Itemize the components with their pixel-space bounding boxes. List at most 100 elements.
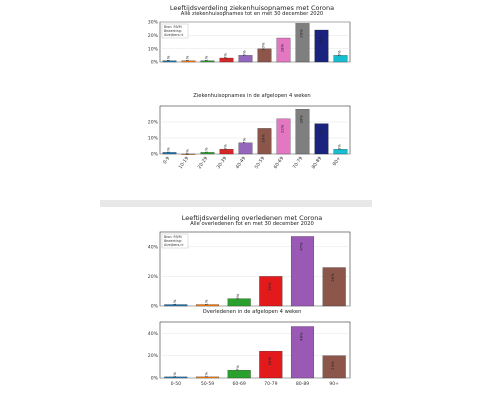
bar-value-label: 1% xyxy=(204,371,209,377)
bar-value-label: 24% xyxy=(318,35,323,44)
x-tick-label: 0-50 xyxy=(171,381,182,387)
y-tick-label: 0% xyxy=(151,376,159,382)
bar-10-19 xyxy=(181,153,196,155)
y-tick-label: 30% xyxy=(148,20,159,26)
bar-value-label: 28% xyxy=(299,115,304,124)
bar-70-79 xyxy=(295,23,310,63)
source-line: Alzeijbers.nl xyxy=(164,33,183,37)
bar-70-79 xyxy=(259,276,283,307)
x-tick-label: 90+ xyxy=(332,156,343,168)
panel-subtitle: Alle overledenen tot en met 30 december … xyxy=(190,221,314,227)
x-tick-label: 10-19 xyxy=(178,156,191,170)
x-tick-label: 80-89 xyxy=(296,381,309,387)
bar-value-label: 3% xyxy=(223,144,228,150)
bar-value-label: 1% xyxy=(172,299,177,305)
hospital-admissions-chart: Alle ziekenhuisopnames tot en met 30 dec… xyxy=(148,11,351,170)
bar-value-label: 26% xyxy=(330,273,335,282)
figure-title: Leeftijdsverdeling ziekenhuisopnames met… xyxy=(169,4,335,12)
bar-value-label: 29% xyxy=(299,29,304,38)
x-tick-label: 90+ xyxy=(329,381,339,387)
bar-20-29 xyxy=(200,152,215,155)
bar-value-label: 3% xyxy=(337,144,342,150)
x-tick-label: 60-69 xyxy=(273,156,286,170)
x-tick-label: 50-59 xyxy=(201,381,214,387)
x-tick-label: 60-69 xyxy=(232,381,245,387)
bar-value-label: 7% xyxy=(242,137,247,143)
bar-30-39 xyxy=(219,57,234,63)
x-tick-label: 0-9 xyxy=(162,156,171,166)
x-tick-label: 80-89 xyxy=(311,156,324,170)
bar-value-label: 1% xyxy=(185,55,190,61)
bar-0-9 xyxy=(162,152,177,155)
bar-50-59 xyxy=(195,304,220,307)
y-tick-label: 0% xyxy=(151,304,159,310)
panel-subtitle: Alle ziekenhuisopnames tot en met 30 dec… xyxy=(181,11,323,17)
bar-80-89 xyxy=(314,123,329,155)
x-tick-label: 30-39 xyxy=(216,156,229,170)
bar-value-label: 16% xyxy=(261,134,266,143)
bar-value-label: 1% xyxy=(166,55,171,61)
bar-80-89 xyxy=(290,326,315,379)
y-tick-label: 10% xyxy=(148,136,159,142)
source-line: Bewerking: xyxy=(164,239,182,243)
bar-40-49 xyxy=(238,55,253,63)
bar-60-69 xyxy=(276,118,291,155)
bar-value-label: 1% xyxy=(166,147,171,153)
separator-bar xyxy=(100,200,372,207)
x-tick-label: 50-59 xyxy=(254,156,267,170)
plot-frame xyxy=(159,321,351,379)
y-tick-label: 20% xyxy=(148,353,159,359)
bar-90+ xyxy=(322,267,346,307)
hospital-admissions-figure: Leeftijdsverdeling ziekenhuisopnames met… xyxy=(134,0,370,188)
bar-10-19 xyxy=(181,60,196,63)
bar-value-label: 5% xyxy=(337,50,342,56)
bar-value-label: 22% xyxy=(280,124,285,133)
y-tick-label: 40% xyxy=(148,331,159,337)
x-tick-label: 20-29 xyxy=(197,156,210,170)
y-tick-label: 0% xyxy=(151,60,159,66)
bar-60-69 xyxy=(227,298,251,307)
bar-value-label: 1% xyxy=(172,371,177,377)
bar-30-39 xyxy=(219,149,234,155)
y-tick-label: 40% xyxy=(148,244,159,250)
y-tick-label: 20% xyxy=(148,274,159,280)
bar-value-label: 47% xyxy=(299,242,304,251)
bar-value-label: 0% xyxy=(185,149,190,155)
bar-value-label: 1% xyxy=(204,299,209,305)
bar-value-label: 5% xyxy=(242,50,247,56)
x-tick-label: 40-49 xyxy=(235,156,248,170)
panel-subtitle: Overledenen in de afgelopen 4 weken xyxy=(203,309,302,315)
bar-40-49 xyxy=(238,142,253,155)
bar-70-79 xyxy=(295,109,310,155)
bar-value-label: 20% xyxy=(267,282,272,291)
bar-0-50 xyxy=(164,304,188,307)
plot-frame xyxy=(159,231,351,307)
bar-50-59 xyxy=(257,128,272,155)
bar-90+ xyxy=(322,355,346,379)
panel-subtitle: Ziekenhuisopnames in de afgelopen 4 weke… xyxy=(193,93,310,99)
x-tick-label: 70-79 xyxy=(292,156,305,170)
bar-value-label: 19% xyxy=(318,129,323,138)
source-line: Bron: RIVM xyxy=(164,235,182,239)
source-line: Alzeijbers.nl xyxy=(164,243,183,247)
bar-value-label: 46% xyxy=(299,332,304,341)
bar-value-label: 20% xyxy=(330,361,335,370)
bar-value-label: 5% xyxy=(235,293,240,299)
y-tick-label: 20% xyxy=(148,33,159,39)
figure-title: Leeftijdsverdeling overledenen met Coron… xyxy=(181,214,323,222)
y-tick-label: 0% xyxy=(151,152,159,158)
y-tick-label: 10% xyxy=(148,46,159,52)
bar-90+ xyxy=(333,55,348,63)
bar-90+ xyxy=(333,149,348,155)
bar-value-label: 18% xyxy=(280,43,285,52)
source-line: Bron: RIVM xyxy=(164,25,182,29)
bar-0-9 xyxy=(162,60,177,63)
bar-60-69 xyxy=(276,37,291,63)
bar-value-label: 1% xyxy=(204,147,209,153)
bar-value-label: 10% xyxy=(261,42,266,51)
bar-50-59 xyxy=(257,48,272,63)
bar-50-59 xyxy=(195,376,220,379)
deaths-figure: Leeftijdsverdeling overledenen met Coron… xyxy=(134,210,370,398)
